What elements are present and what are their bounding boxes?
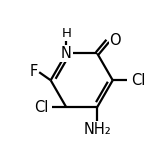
Text: N: N <box>61 46 72 61</box>
Text: Cl: Cl <box>34 100 48 115</box>
Text: NH₂: NH₂ <box>83 122 111 137</box>
Text: Cl: Cl <box>131 73 145 88</box>
Text: F: F <box>30 64 38 79</box>
Text: H: H <box>61 27 71 40</box>
Text: O: O <box>110 33 121 48</box>
